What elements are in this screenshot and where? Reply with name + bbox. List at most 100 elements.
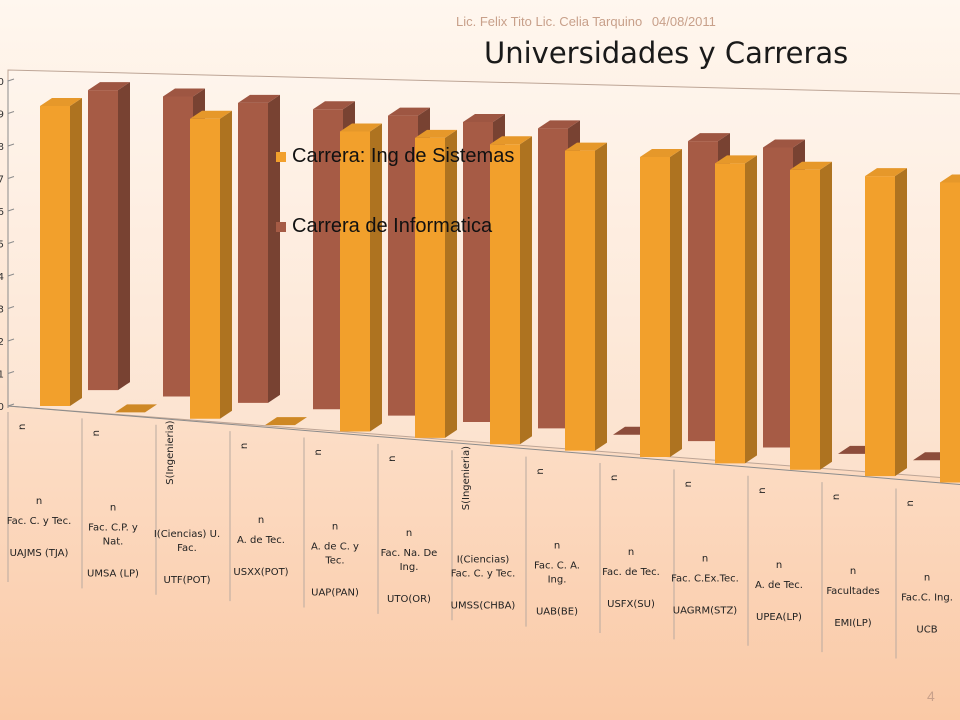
bar-series-1 <box>40 98 82 406</box>
category-flag: n <box>776 560 782 571</box>
category-group-label: Fac. C. A. <box>534 561 580 572</box>
bar-series-1 <box>340 123 382 432</box>
bar-top-face <box>790 161 832 170</box>
category-university-label: USXX(POT) <box>233 567 288 578</box>
bar-top-face <box>688 133 730 142</box>
bar-side-face <box>595 142 607 451</box>
y-axis-tick <box>7 208 15 212</box>
bar-top-face <box>865 168 907 177</box>
category-group-label: Tec. <box>324 556 344 567</box>
category-flag: n <box>628 547 634 558</box>
bar-series-1 <box>190 110 232 419</box>
bar-front-face <box>790 169 820 470</box>
y-axis-tick-label: 1 <box>0 370 4 381</box>
y-axis-tick <box>7 306 15 309</box>
bar-front-face <box>688 141 718 442</box>
bar-series-2 <box>88 82 130 391</box>
category-labels: n n Fac. C. y Tec. UAJMS (TJA) n n Fac. C.P. y… <box>7 412 953 659</box>
y-axis-tick-label: 2 <box>0 337 4 348</box>
bar-top-face <box>490 136 532 145</box>
category-flag: n <box>258 515 264 526</box>
bar-side-face <box>445 129 457 438</box>
bar-side-face <box>745 155 757 464</box>
bar-top-face <box>715 155 757 164</box>
bar-top-face <box>763 139 805 148</box>
page-number: 4 <box>927 688 935 704</box>
category-group-label: Facultades <box>826 586 879 597</box>
bar-top-face <box>940 174 960 183</box>
y-axis-tick-label: 8 <box>0 142 4 153</box>
category-group-label: A. de C. y <box>311 542 359 553</box>
bar-series-1 <box>490 136 532 445</box>
category-flag: n <box>702 553 708 564</box>
y-axis-tick <box>7 273 15 277</box>
y-axis-tick-label: 9 <box>0 110 4 121</box>
category-group-label: Ing. <box>400 562 419 573</box>
bar-side-face <box>520 136 532 445</box>
category-group-label: Fac. C.Ex.Tec. <box>671 573 739 584</box>
bar-front-face <box>163 96 193 397</box>
bar-top-face <box>238 94 280 103</box>
y-axis-tick <box>7 241 15 244</box>
category-university-label: EMI(LP) <box>834 618 871 629</box>
category-university-label: USFX(SU) <box>607 599 655 610</box>
bar-front-face <box>715 163 745 464</box>
bar-top-face <box>538 120 580 129</box>
category-label-rotated: n <box>905 500 916 506</box>
category-flag: n <box>850 566 856 577</box>
bar-top-face <box>565 142 607 151</box>
bar-front-face <box>640 157 670 457</box>
y-axis-tick <box>7 176 15 179</box>
category-university-label: UAGRM(STZ) <box>673 605 738 616</box>
category-flag: n <box>332 522 338 533</box>
bar-series-1 <box>265 417 307 426</box>
y-axis-tick-label: 4 <box>0 272 4 283</box>
x-axis-line <box>7 405 960 485</box>
bar-front-face <box>340 131 370 432</box>
bar-series-1 <box>640 149 682 457</box>
category-university-label: UCB <box>916 625 937 636</box>
category-group-label: Fac. Na. De <box>381 548 438 559</box>
y-axis-tick-label: 5 <box>0 240 4 251</box>
category-label-rotated: n <box>313 449 324 455</box>
category-group-label: Fac. C.P. y <box>88 522 138 533</box>
bar-side-face <box>220 110 232 419</box>
bar-top-face <box>313 101 355 110</box>
category-label-rotated: n <box>683 481 694 487</box>
y-axis-tick-label: 7 <box>0 175 4 186</box>
bar-top-face <box>340 123 382 132</box>
bar-front-face <box>565 150 595 451</box>
y-axis-tick-label: 6 <box>0 207 4 218</box>
category-flag: n <box>924 573 930 584</box>
category-flag: n <box>554 541 560 552</box>
bar-front-face <box>415 137 445 438</box>
y-axis-tick <box>7 338 15 342</box>
category-university-label: UAB(BE) <box>536 607 578 618</box>
chart-legend: Carrera: Ing de Sistemas Carrera de Infor… <box>276 145 514 237</box>
category-label-rotated: n <box>757 487 768 493</box>
category-university-label: UTF(POT) <box>164 575 211 586</box>
date-text: 04/08/2011 <box>651 14 716 29</box>
bar-front-face <box>538 128 568 429</box>
category-flag: n <box>110 502 116 513</box>
bar-front-face <box>463 121 493 422</box>
category-group-label: Ing. <box>548 575 567 586</box>
category-group-label: A. de Tec. <box>237 535 285 546</box>
legend-swatch <box>276 222 286 232</box>
category-university-label: UMSA (LP) <box>87 568 139 579</box>
bar-front-face <box>88 90 118 391</box>
category-university-label: UAJMS (TJA) <box>10 548 69 559</box>
category-label-rotated: n <box>239 443 250 449</box>
bar-top-face <box>40 98 82 106</box>
bar-front-face <box>313 109 343 410</box>
category-label-rotated: S(Ingenieria) <box>461 446 472 510</box>
authors-text: Lic. Felix Tito Lic. Celia Tarquino <box>456 14 643 29</box>
category-label-rotated: n <box>535 468 546 474</box>
bar-front-face <box>238 102 268 403</box>
category-group-label: Fac. <box>177 543 197 554</box>
y-axis-tick <box>7 78 15 82</box>
category-university-label: UMSS(CHBA) <box>451 600 516 611</box>
bar-series-1 <box>715 155 757 464</box>
